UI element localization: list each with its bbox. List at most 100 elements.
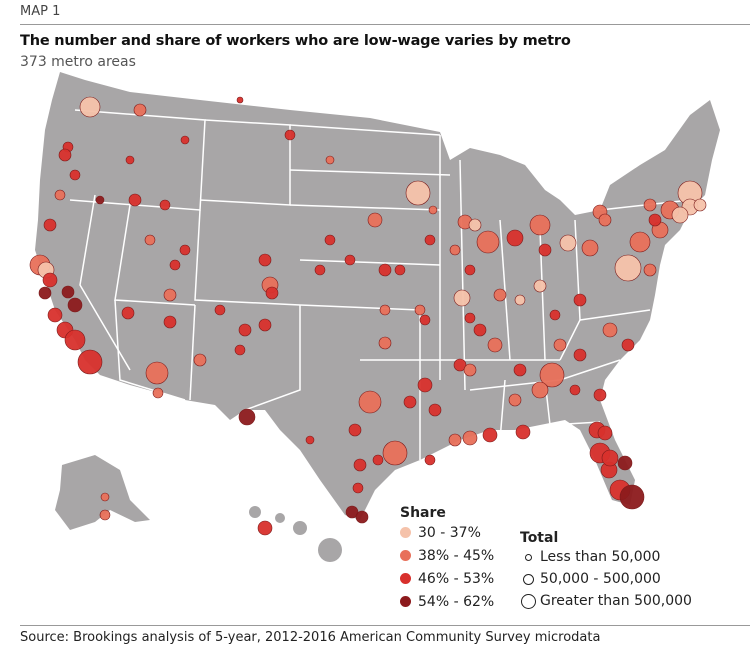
share-legend: Share 30 - 37% 38% - 45% 46% - 53% 54% - 62… <box>400 505 494 613</box>
metro-circle <box>100 492 110 502</box>
metro-circle <box>419 314 431 326</box>
metro-circle <box>128 193 142 207</box>
metro-circle <box>533 279 547 293</box>
metro-circle <box>539 362 565 388</box>
metro-circle <box>378 263 392 277</box>
metro-circle <box>238 408 256 426</box>
metro-circle <box>121 306 135 320</box>
metro-circle <box>573 348 587 362</box>
metro-circle <box>358 390 382 414</box>
metro-circle <box>597 425 613 441</box>
metro-circle <box>508 393 522 407</box>
metro-circle <box>487 337 503 353</box>
metro-circle <box>169 259 181 271</box>
metro-circle <box>64 329 86 351</box>
state-border-line <box>289 169 451 176</box>
metro-circle <box>601 449 619 467</box>
metro-circle <box>61 285 75 299</box>
metro-circle <box>133 103 147 117</box>
metro-circle <box>464 264 476 276</box>
metro-circle <box>67 297 83 313</box>
metro-circle <box>531 381 549 399</box>
metro-circle <box>69 169 81 181</box>
figure-title: The number and share of workers who are … <box>20 33 571 49</box>
metro-circle <box>214 304 226 316</box>
metro-circle <box>77 349 103 375</box>
state-border-line <box>499 379 506 441</box>
metro-circle <box>47 307 63 323</box>
metro-circle <box>382 440 408 466</box>
metro-circle <box>593 388 607 402</box>
bottom-divider <box>20 625 750 626</box>
share-legend-label: 54% - 62% <box>418 593 495 610</box>
hawaii-island-shape <box>275 513 285 523</box>
metro-circle <box>643 263 657 277</box>
metro-circle <box>643 198 657 212</box>
metro-circle <box>553 338 567 352</box>
top-divider <box>20 24 750 25</box>
metro-circle <box>355 510 369 524</box>
metro-circle <box>449 244 461 256</box>
metro-circle <box>693 198 707 212</box>
metro-circle <box>619 484 645 510</box>
size-swatch-icon <box>520 593 536 609</box>
total-legend-item: Greater than 500,000 <box>520 590 692 612</box>
total-legend-item: 50,000 - 500,000 <box>520 568 692 590</box>
metro-circle <box>372 454 384 466</box>
state-border-line <box>459 159 466 391</box>
share-swatch-icon <box>400 550 411 561</box>
metro-circle <box>414 304 426 316</box>
share-legend-item: 30 - 37% <box>400 521 494 544</box>
source-note: Source: Brookings analysis of 5-year, 20… <box>20 630 601 645</box>
state-border-line <box>544 379 601 426</box>
metro-circle <box>614 254 642 282</box>
metro-circle <box>314 264 326 276</box>
metro-circle <box>145 361 169 385</box>
metro-circle <box>352 482 364 494</box>
metro-circle <box>238 323 252 337</box>
metro-circle <box>482 427 498 443</box>
metro-circle <box>513 363 527 377</box>
metro-circle <box>258 253 272 267</box>
metro-circle <box>257 520 273 536</box>
metro-circle <box>353 458 367 472</box>
figure-subtitle: 373 metro areas <box>20 54 136 70</box>
metro-circle <box>234 344 246 356</box>
metro-circle <box>152 387 164 399</box>
metro-circle <box>258 318 272 332</box>
metro-circle <box>428 403 442 417</box>
state-border-line <box>289 204 441 211</box>
total-legend-title: Total <box>520 530 559 546</box>
metro-circle <box>394 264 406 276</box>
figure-kicker: MAP 1 <box>20 4 61 19</box>
metro-circle <box>648 213 662 227</box>
metro-circle <box>163 288 177 302</box>
metro-circle <box>325 155 335 165</box>
total-legend-label: Less than 50,000 <box>540 549 661 565</box>
metro-circle <box>671 206 689 224</box>
share-legend-item: 46% - 53% <box>400 567 494 590</box>
metro-circle <box>424 234 436 246</box>
state-border-line <box>299 304 421 311</box>
metro-circle <box>38 286 52 300</box>
metro-circle <box>345 505 359 519</box>
total-legend: Total Less than 50,000 50,000 - 500,000 Gr… <box>520 530 692 612</box>
metro-circle <box>42 272 58 288</box>
metro-circle <box>506 229 524 247</box>
metro-circle <box>159 199 171 211</box>
metro-circle <box>95 195 105 205</box>
share-legend-title: Share <box>400 505 446 521</box>
share-legend-item: 38% - 45% <box>400 544 494 567</box>
metro-circle <box>405 180 431 206</box>
metro-circle <box>476 230 500 254</box>
alaska-shape <box>55 455 150 530</box>
state-border-line <box>559 319 581 361</box>
metro-circle <box>598 213 612 227</box>
state-border-line <box>199 119 291 206</box>
metro-circle <box>58 148 72 162</box>
metro-circle <box>617 455 633 471</box>
metro-circle <box>464 312 476 324</box>
metro-circle <box>448 433 462 447</box>
state-border-line <box>244 305 301 411</box>
